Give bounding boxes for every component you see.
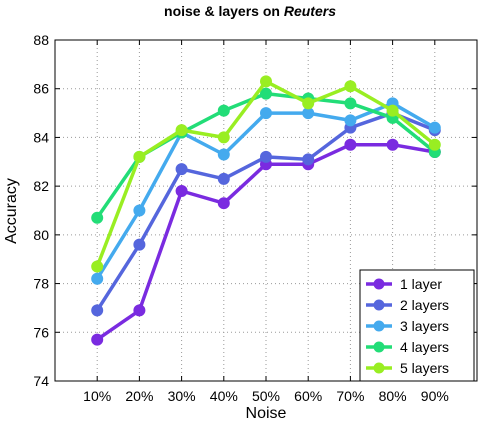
data-point (175, 185, 188, 198)
data-point (428, 138, 441, 151)
y-tick-label: 82 (33, 178, 49, 194)
x-tick-label: 80% (379, 388, 407, 404)
data-point (344, 80, 357, 93)
data-point (91, 333, 104, 346)
chart-title-prefix: noise & layers on (164, 3, 284, 19)
y-tick-label: 84 (33, 129, 49, 145)
data-point (260, 75, 272, 88)
data-point (133, 150, 146, 163)
y-tick-label: 80 (33, 227, 49, 243)
data-point (386, 104, 399, 117)
data-point (260, 87, 272, 100)
data-point (133, 238, 146, 251)
y-axis-label: Accuracy (3, 178, 20, 244)
legend-label: 2 layers (400, 297, 449, 313)
data-point (217, 104, 230, 117)
data-point (302, 97, 315, 110)
data-point (175, 163, 188, 176)
data-point (217, 197, 230, 210)
x-tick-label: 20% (125, 388, 153, 404)
series-1 (91, 138, 441, 346)
legend-label: 1 layer (400, 276, 442, 292)
y-tick-label: 88 (33, 32, 49, 48)
legend-swatch-marker (373, 278, 385, 290)
data-point (344, 97, 357, 110)
data-point (428, 121, 441, 134)
legend-label: 5 layers (400, 360, 449, 376)
data-point (217, 131, 230, 144)
data-point (91, 211, 104, 224)
legend-item: 3 layers (366, 318, 449, 334)
data-point (260, 150, 272, 163)
data-point (386, 138, 399, 151)
series-group (91, 75, 441, 346)
x-tick-label: 60% (294, 388, 322, 404)
y-tick-label: 86 (33, 81, 49, 97)
legend-item: 2 layers (366, 297, 449, 313)
x-tick-label: 90% (421, 388, 449, 404)
data-point (302, 153, 315, 166)
data-point (344, 138, 357, 151)
y-tick-label: 74 (33, 373, 49, 389)
legend-label: 3 layers (400, 318, 449, 334)
legend-label: 4 layers (400, 339, 449, 355)
data-point (91, 260, 104, 273)
data-point (133, 304, 146, 317)
data-point (175, 124, 188, 137)
data-point (91, 304, 104, 317)
data-point (217, 148, 230, 161)
x-axis-label: Noise (246, 405, 287, 422)
data-point (91, 272, 104, 285)
x-tick-label: 70% (336, 388, 364, 404)
legend-swatch-marker (373, 341, 385, 353)
x-tick-label: 10% (83, 388, 111, 404)
data-point (260, 107, 272, 120)
data-point (217, 172, 230, 185)
y-tick-label: 76 (33, 324, 49, 340)
data-point (133, 204, 146, 217)
data-point (344, 114, 357, 127)
legend-swatch-marker (373, 320, 385, 332)
chart-title-emphasis: Reuters (284, 3, 336, 19)
x-tick-label: 50% (252, 388, 280, 404)
legend-swatch-marker (373, 362, 385, 374)
series-5 (91, 75, 441, 273)
chart-title: noise & layers on Reuters (164, 3, 336, 19)
legend-item: 4 layers (366, 339, 449, 355)
x-tick-label: 30% (168, 388, 196, 404)
legend-item: 5 layers (366, 360, 449, 376)
legend-swatch-marker (373, 299, 385, 311)
legend-item: 1 layer (366, 276, 442, 292)
axis-ticks: 10% 20% 30% 40% 50% 60% 70% 80% 90% 74 76 78 80 82 84 8… (33, 32, 477, 404)
y-tick-label: 78 (33, 276, 49, 292)
x-tick-label: 40% (210, 388, 238, 404)
legend: 1 layer 2 layers 3 layers 4 layers 5 layers (359, 269, 475, 382)
